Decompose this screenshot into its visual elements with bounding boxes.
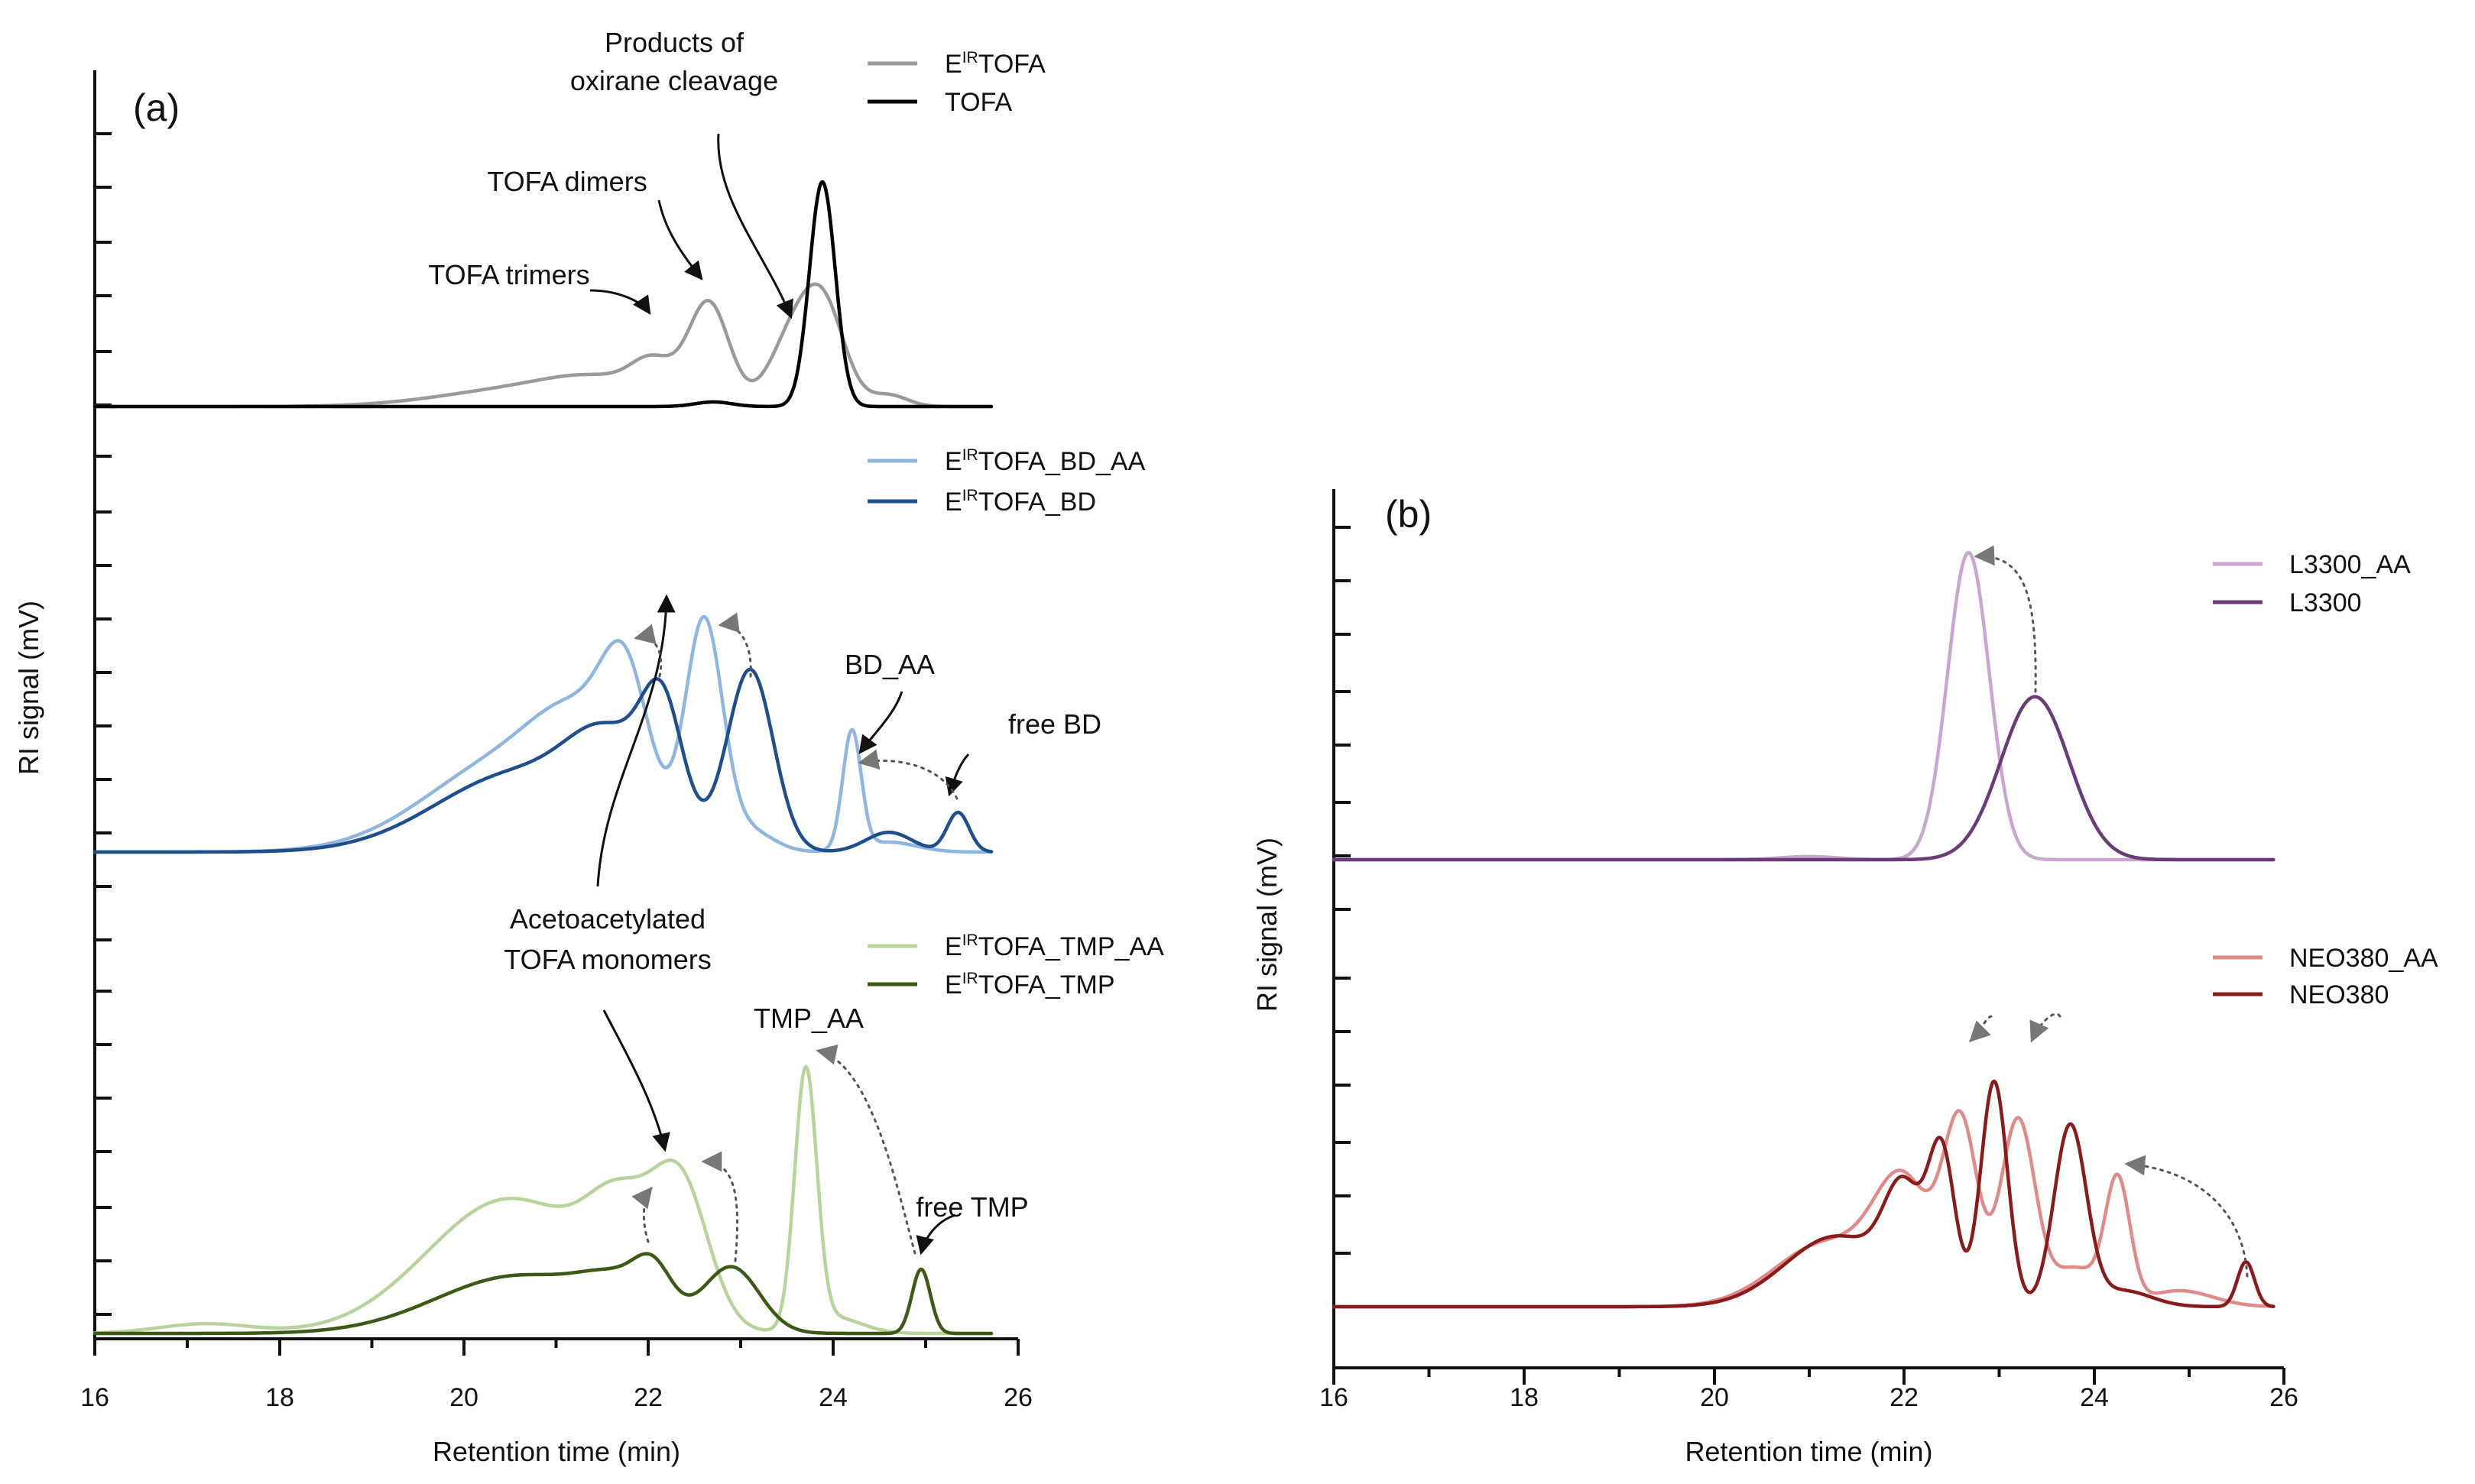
panel-b: 16 18 20 22 24 26 Retention time (min) RI signa… — [1251, 489, 2438, 1467]
shift-arrow — [816, 1044, 916, 1255]
series-line — [92, 1064, 994, 1336]
annotation-tmp-aa: TMP_AA — [754, 1003, 864, 1034]
annotation-oxirane: Products of — [605, 27, 744, 58]
x-tick-label: 16 — [1319, 1383, 1348, 1412]
x-tick-label: 24 — [2080, 1383, 2109, 1412]
x-tick-label: 18 — [1510, 1383, 1539, 1412]
panel-label-b: (b) — [1385, 493, 1432, 536]
annotation-arrow — [717, 133, 793, 319]
shift-arrow — [2124, 1155, 2249, 1278]
x-tick-label: 16 — [80, 1383, 109, 1412]
annotation-acetoacetylated: TOFA monomers — [504, 944, 711, 975]
series-line — [1332, 695, 2276, 862]
x-tick-label: 18 — [265, 1383, 294, 1412]
legend-label: NEO380_AA — [2289, 944, 2438, 973]
shift-arrow — [631, 1186, 653, 1243]
y-axis-title: RI signal (mV) — [13, 601, 44, 775]
panel-a: 16 18 20 22 24 26 Retention time (min) RI signa… — [13, 49, 1164, 1467]
annotation-arrow — [602, 1009, 670, 1152]
x-tick-label: 22 — [1889, 1383, 1919, 1412]
shift-arrow — [2029, 1013, 2061, 1043]
legend-label: EIRTOFA_TMP — [945, 970, 1115, 1000]
shift-arrow — [701, 1151, 739, 1262]
legend-label: L3300_AA — [2289, 550, 2411, 579]
x-tick-label: 26 — [2269, 1383, 2298, 1412]
legend-label: NEO380 — [2289, 980, 2389, 1009]
x-axis-title: Retention time (min) — [1685, 1436, 1932, 1467]
shift-arrow — [1974, 545, 2037, 693]
series-line — [92, 282, 994, 409]
legend-label: TOFA — [945, 88, 1012, 117]
x-tick-label: 20 — [1700, 1383, 1729, 1412]
annotation-trimers: TOFA trimers — [428, 259, 589, 290]
shift-arrow — [634, 624, 663, 678]
annotation-bd-aa: BD_AA — [845, 649, 935, 680]
annotation-free-tmp: free TMP — [916, 1191, 1028, 1223]
y-axis-title: RI signal (mV) — [1251, 838, 1283, 1012]
annotation-arrow — [657, 199, 703, 280]
annotation-dimers: TOFA dimers — [487, 166, 647, 197]
x-tick-label: 26 — [1004, 1383, 1033, 1412]
x-tick-label: 22 — [634, 1383, 663, 1412]
annotation-arrow — [596, 594, 676, 887]
shift-arrow — [1969, 1015, 1993, 1042]
annotation-arrow — [858, 691, 903, 754]
series-line — [1332, 1109, 2276, 1309]
shift-arrow — [858, 749, 959, 800]
panel-label-a: (a) — [133, 86, 180, 129]
annotation-arrow — [945, 753, 970, 797]
annotation-oxirane: oxirane cleavage — [570, 65, 778, 96]
annotations: (a) (b) Products of oxirane cleavage TOFA di… — [133, 27, 2249, 1278]
legend-label: EIRTOFA_BD_AA — [945, 446, 1146, 476]
legend-label: EIRTOFA — [945, 49, 1046, 79]
shift-arrow — [718, 612, 752, 678]
x-axis-title: Retention time (min) — [433, 1436, 680, 1467]
annotation-free-bd: free BD — [1008, 708, 1101, 740]
annotation-acetoacetylated: Acetoacetylated — [510, 903, 706, 935]
legend-label: EIRTOFA_BD — [945, 487, 1096, 517]
series-line — [92, 1252, 994, 1336]
legend-label: EIRTOFA_TMP_AA — [945, 932, 1164, 961]
series-line — [1332, 1079, 2276, 1309]
annotation-arrow — [916, 1213, 956, 1256]
x-tick-label: 24 — [819, 1383, 848, 1412]
legend-label: L3300 — [2289, 588, 2362, 617]
annotation-arrow — [589, 289, 651, 315]
x-tick-label: 20 — [449, 1383, 478, 1412]
series-line — [92, 667, 994, 854]
series-line — [1332, 550, 2276, 862]
series-line — [92, 180, 994, 409]
